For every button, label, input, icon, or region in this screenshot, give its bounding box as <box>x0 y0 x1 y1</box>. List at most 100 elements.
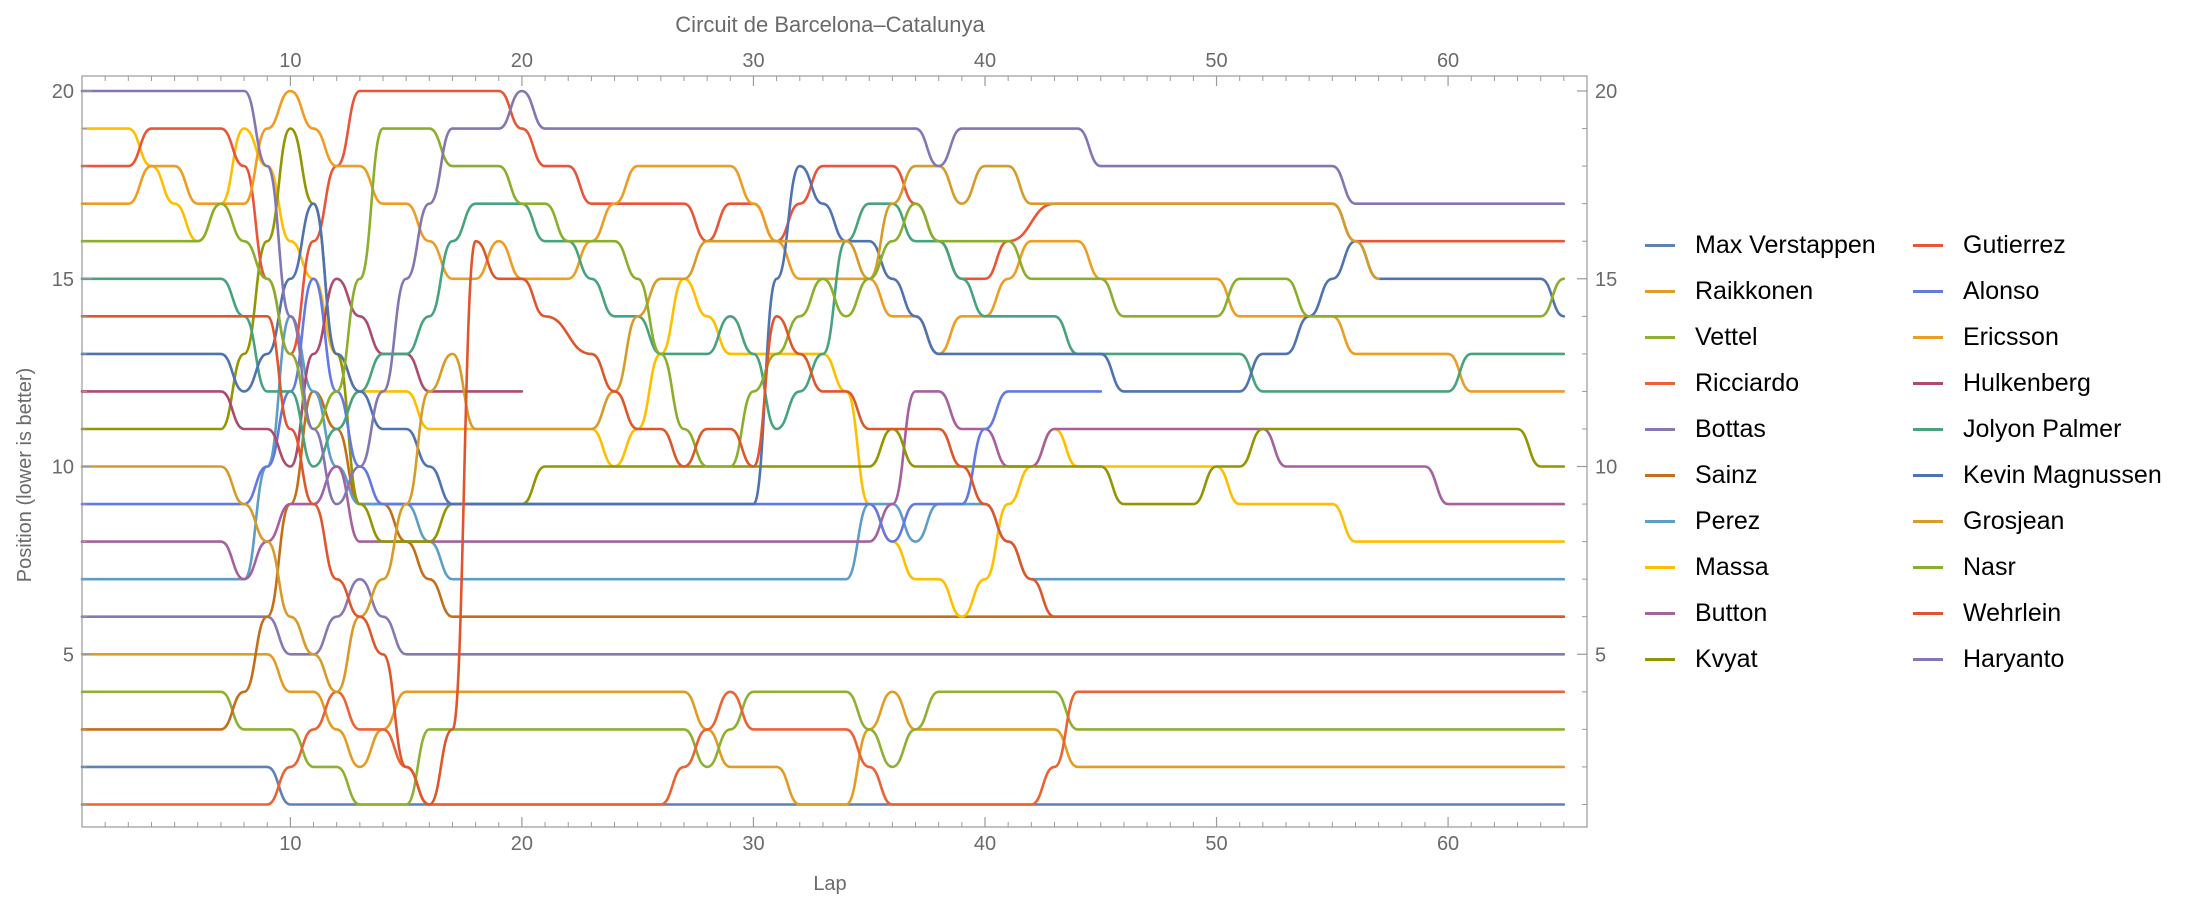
legend-swatch <box>1645 657 1675 661</box>
legend-label: Ricciardo <box>1695 368 1800 397</box>
x-tick-label-top: 10 <box>279 50 301 72</box>
legend-label: Haryanto <box>1963 644 2065 673</box>
legend: Max Verstappen Raikkonen Vettel Ricciardo Bo… <box>1640 225 2196 685</box>
x-tick-label-top: 50 <box>1205 50 1227 72</box>
series-line-ricciardo <box>80 690 1566 806</box>
x-tick-label-bottom: 20 <box>511 833 533 855</box>
series-line-bottas <box>80 577 1566 656</box>
chart-title: Circuit de Barcelona–Catalunya <box>675 12 985 37</box>
legend-label: Gutierrez <box>1963 230 2066 259</box>
series-line-kvyat <box>80 127 1566 543</box>
series-line-wehrlein <box>80 239 1566 806</box>
legend-label: Jolyon Palmer <box>1963 414 2122 443</box>
legend-label: Hulkenberg <box>1963 368 2091 397</box>
legend-item: Nasr <box>1913 547 2016 587</box>
legend-swatch <box>1913 611 1943 615</box>
legend-item: Max Verstappen <box>1645 225 1876 265</box>
series-line-ericsson <box>80 89 1566 393</box>
plot-frame <box>81 75 1588 828</box>
legend-item: Alonso <box>1913 271 2039 311</box>
legend-item: Raikkonen <box>1645 271 1813 311</box>
legend-swatch <box>1913 565 1943 569</box>
legend-item: Hulkenberg <box>1913 363 2091 403</box>
x-axis-label: Lap <box>813 873 846 895</box>
legend-item: Bottas <box>1645 409 1766 449</box>
x-tick-label-bottom: 30 <box>742 833 764 855</box>
legend-label: Bottas <box>1695 414 1766 443</box>
legend-label: Ericsson <box>1963 322 2059 351</box>
legend-swatch <box>1913 381 1943 385</box>
legend-item: Sainz <box>1645 455 1758 495</box>
legend-item: Kvyat <box>1645 639 1758 679</box>
legend-swatch <box>1913 427 1943 431</box>
legend-item: Haryanto <box>1913 639 2064 679</box>
legend-label: Kvyat <box>1695 644 1758 673</box>
y-tick-label-right: 20 <box>1595 81 1617 103</box>
series-line-massa <box>80 127 1566 618</box>
legend-swatch <box>1645 473 1675 477</box>
legend-swatch <box>1645 565 1675 569</box>
legend-swatch <box>1645 519 1675 523</box>
legend-label: Alonso <box>1963 276 2040 305</box>
legend-swatch <box>1913 289 1943 293</box>
legend-swatch <box>1913 473 1943 477</box>
x-tick-label-bottom: 60 <box>1437 833 1459 855</box>
series-line-kevin-magnussen <box>80 164 1566 506</box>
legend-label: Nasr <box>1963 552 2016 581</box>
x-tick-label-top: 40 <box>974 50 996 72</box>
series-lines <box>80 89 1566 806</box>
legend-swatch <box>1645 427 1675 431</box>
x-tick-label-bottom: 40 <box>974 833 996 855</box>
legend-label: Button <box>1695 598 1768 627</box>
legend-swatch <box>1645 381 1675 385</box>
legend-label: Sainz <box>1695 460 1758 489</box>
series-line-haryanto <box>80 89 1566 506</box>
legend-swatch <box>1645 289 1675 293</box>
legend-swatch <box>1913 243 1943 247</box>
legend-label: Max Verstappen <box>1695 230 1876 259</box>
legend-label: Raikkonen <box>1695 276 1814 305</box>
y-tick-label-left: 5 <box>63 644 74 666</box>
legend-item: Jolyon Palmer <box>1913 409 2121 449</box>
legend-item: Button <box>1645 593 1767 633</box>
x-tick-label-bottom: 50 <box>1205 833 1227 855</box>
y-tick-label-right: 5 <box>1595 644 1606 666</box>
legend-item: Vettel <box>1645 317 1758 357</box>
x-tick-label-top: 20 <box>511 50 533 72</box>
series-line-jolyon-palmer <box>80 202 1566 468</box>
legend-label: Grosjean <box>1963 506 2065 535</box>
series-line-button <box>80 390 1566 581</box>
legend-item: Ricciardo <box>1645 363 1799 403</box>
x-tick-label-top: 60 <box>1437 50 1459 72</box>
series-line-max-verstappen <box>80 765 1566 806</box>
axis-ticks: 10 10 20 20 30 30 40 40 50 50 60 60 5 5 10 10 15 15 20 20 <box>52 50 1618 855</box>
legend-item: Ericsson <box>1913 317 2059 357</box>
y-tick-label-right: 15 <box>1595 269 1617 291</box>
legend-swatch <box>1913 657 1943 661</box>
legend-item: Gutierrez <box>1913 225 2066 265</box>
y-tick-label-left: 15 <box>52 269 74 291</box>
legend-swatch <box>1645 335 1675 339</box>
legend-item: Kevin Magnussen <box>1913 455 2162 495</box>
legend-label: Kevin Magnussen <box>1963 460 2162 489</box>
legend-swatch <box>1645 611 1675 615</box>
legend-label: Vettel <box>1695 322 1758 351</box>
y-axis-label: Position (lower is better) <box>14 368 36 583</box>
legend-swatch <box>1645 243 1675 247</box>
y-tick-label-left: 10 <box>52 457 74 479</box>
y-tick-label-right: 10 <box>1595 457 1617 479</box>
x-tick-label-top: 30 <box>742 50 764 72</box>
legend-swatch <box>1913 335 1943 339</box>
legend-swatch <box>1913 519 1943 523</box>
plot-border <box>81 75 1588 828</box>
legend-item: Grosjean <box>1913 501 2064 541</box>
series-line-vettel <box>80 690 1566 806</box>
legend-label: Massa <box>1695 552 1769 581</box>
legend-label: Perez <box>1695 506 1761 535</box>
legend-item: Perez <box>1645 501 1760 541</box>
legend-item: Wehrlein <box>1913 593 2061 633</box>
series-line-alonso <box>80 277 1103 543</box>
series-line-grosjean <box>80 164 1380 694</box>
y-tick-label-left: 20 <box>52 81 74 103</box>
